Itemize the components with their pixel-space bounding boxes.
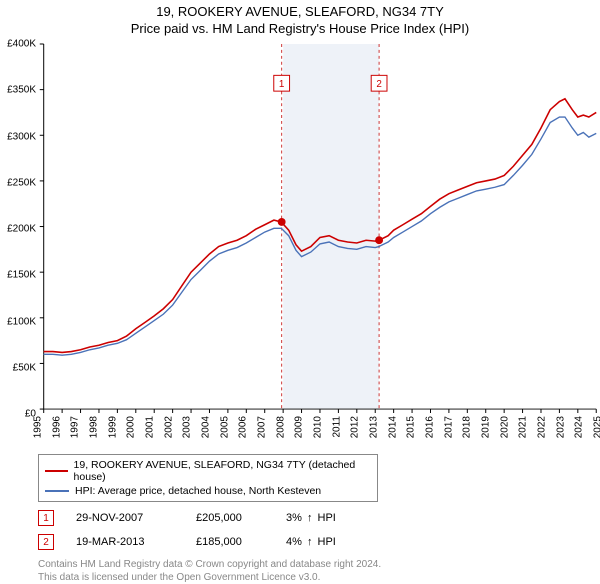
sale-date: 19-MAR-2013	[76, 536, 196, 548]
x-tick-label: 2021	[518, 416, 529, 438]
x-tick-label: 2000	[126, 416, 137, 438]
x-tick-label: 2012	[350, 416, 361, 438]
legend-box: 19, ROOKERY AVENUE, SLEAFORD, NG34 7TY (…	[38, 454, 378, 502]
x-tick-label: 1998	[89, 416, 100, 438]
sale-marker-dot	[375, 236, 383, 244]
legend-label: 19, ROOKERY AVENUE, SLEAFORD, NG34 7TY (…	[74, 459, 371, 483]
y-tick-label: £150K	[7, 270, 36, 281]
title-main: 19, ROOKERY AVENUE, SLEAFORD, NG34 7TY	[0, 4, 600, 19]
x-tick-label: 2006	[238, 416, 249, 438]
x-axis: 1995199619971998199920002001200220032004…	[38, 416, 598, 452]
y-axis: £0£50K£100K£150K£200K£250K£300K£350K£400…	[0, 44, 38, 414]
x-tick-label: 2010	[313, 416, 324, 438]
x-tick-label: 2007	[257, 416, 268, 438]
sale-marker-dot	[278, 218, 286, 226]
legend-label: HPI: Average price, detached house, Nort…	[75, 485, 321, 497]
legend-row: 19, ROOKERY AVENUE, SLEAFORD, NG34 7TY (…	[45, 458, 371, 484]
titles: 19, ROOKERY AVENUE, SLEAFORD, NG34 7TY P…	[0, 0, 600, 36]
chart-area: £0£50K£100K£150K£200K£250K£300K£350K£400…	[38, 44, 598, 414]
x-tick-label: 2024	[574, 416, 585, 438]
x-tick-label: 2019	[481, 416, 492, 438]
sale-marker-badge-text: 2	[376, 79, 381, 90]
x-tick-label: 2017	[443, 416, 454, 438]
x-tick-label: 2005	[219, 416, 230, 438]
x-tick-label: 1996	[51, 416, 62, 438]
sale-badge: 2	[38, 534, 54, 550]
sale-price: £205,000	[196, 512, 286, 524]
credit-text: Contains HM Land Registry data © Crown c…	[38, 558, 600, 584]
x-tick-label: 2025	[593, 416, 600, 438]
x-tick-label: 2008	[275, 416, 286, 438]
x-tick-label: 1999	[107, 416, 118, 438]
sales-area: 1 29-NOV-2007£205,0003% ↑ HPI 2 19-MAR-2013…	[0, 510, 600, 550]
sale-row: 2 19-MAR-2013£185,0004% ↑ HPI	[38, 534, 600, 550]
legend-row: HPI: Average price, detached house, Nort…	[45, 484, 371, 498]
shade-band	[283, 44, 379, 409]
x-tick-label: 2002	[163, 416, 174, 438]
legend-swatch	[45, 490, 69, 492]
chart-container: 19, ROOKERY AVENUE, SLEAFORD, NG34 7TY P…	[0, 0, 600, 560]
arrow-up-icon: ↑	[307, 536, 313, 548]
y-tick-label: £200K	[7, 224, 36, 235]
sale-price: £185,000	[196, 536, 286, 548]
x-tick-label: 2011	[331, 416, 342, 438]
sale-hpi: 3% ↑ HPI	[286, 512, 366, 524]
credit-line-2: This data is licensed under the Open Gov…	[38, 571, 600, 584]
y-tick-label: £50K	[13, 362, 36, 373]
x-tick-label: 2013	[369, 416, 380, 438]
x-tick-label: 2022	[537, 416, 548, 438]
y-tick-label: £250K	[7, 177, 36, 188]
x-tick-label: 2023	[555, 416, 566, 438]
sale-badge: 1	[38, 510, 54, 526]
x-tick-label: 2001	[145, 416, 156, 438]
y-tick-label: £400K	[7, 39, 36, 50]
x-tick-label: 2016	[425, 416, 436, 438]
x-tick-label: 2009	[294, 416, 305, 438]
x-tick-label: 1997	[70, 416, 81, 438]
x-tick-label: 2018	[462, 416, 473, 438]
arrow-up-icon: ↑	[307, 512, 313, 524]
y-tick-label: £350K	[7, 85, 36, 96]
y-tick-label: £100K	[7, 316, 36, 327]
sale-date: 29-NOV-2007	[76, 512, 196, 524]
x-tick-label: 2003	[182, 416, 193, 438]
x-tick-label: 1995	[33, 416, 44, 438]
title-sub: Price paid vs. HM Land Registry's House …	[0, 21, 600, 36]
y-tick-label: £300K	[7, 131, 36, 142]
plot-svg: 12	[38, 44, 598, 414]
sale-marker-badge-text: 1	[279, 79, 284, 90]
legend-swatch	[45, 470, 68, 472]
sale-row: 1 29-NOV-2007£205,0003% ↑ HPI	[38, 510, 600, 526]
x-tick-label: 2004	[201, 416, 212, 438]
x-tick-label: 2020	[499, 416, 510, 438]
x-tick-label: 2014	[387, 416, 398, 438]
x-tick-label: 2015	[406, 416, 417, 438]
sale-hpi: 4% ↑ HPI	[286, 536, 366, 548]
